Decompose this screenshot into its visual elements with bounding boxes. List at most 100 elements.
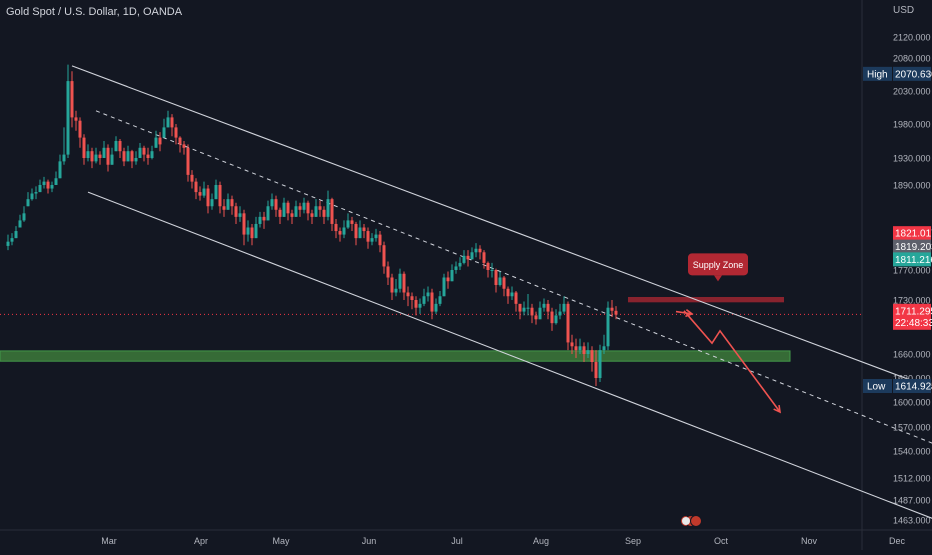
candle-body[interactable] <box>266 206 270 221</box>
candle-body[interactable] <box>94 154 98 162</box>
event-flag-icon[interactable] <box>682 517 690 525</box>
candle-body[interactable] <box>482 252 486 263</box>
candle-body[interactable] <box>330 199 334 224</box>
candle-body[interactable] <box>286 202 290 214</box>
candle-body[interactable] <box>434 303 438 312</box>
candle-body[interactable] <box>582 346 586 354</box>
candle-body[interactable] <box>414 300 418 308</box>
candle-body[interactable] <box>230 199 234 207</box>
event-marker-icon[interactable] <box>690 515 702 527</box>
candle-body[interactable] <box>194 181 198 193</box>
candle-body[interactable] <box>586 350 590 354</box>
candle-body[interactable] <box>178 137 182 145</box>
candle-body[interactable] <box>162 127 166 138</box>
candle-body[interactable] <box>174 127 178 138</box>
candle-body[interactable] <box>198 192 202 196</box>
candle-body[interactable] <box>282 202 286 217</box>
candle-body[interactable] <box>370 238 374 242</box>
candle-body[interactable] <box>510 292 514 297</box>
candle-body[interactable] <box>242 213 246 235</box>
candle-body[interactable] <box>90 151 94 162</box>
candle-body[interactable] <box>154 137 158 148</box>
candle-body[interactable] <box>374 234 378 239</box>
candle-body[interactable] <box>354 223 358 239</box>
candle-body[interactable] <box>538 307 542 320</box>
candle-body[interactable] <box>514 292 518 304</box>
candle-body[interactable] <box>182 144 186 148</box>
candle-body[interactable] <box>362 227 366 232</box>
candle-body[interactable] <box>6 241 10 246</box>
candle-body[interactable] <box>478 248 482 253</box>
candle-body[interactable] <box>10 238 14 242</box>
candle-body[interactable] <box>398 273 402 289</box>
candle-body[interactable] <box>590 350 594 362</box>
candle-body[interactable] <box>346 220 350 228</box>
candle-body[interactable] <box>430 292 434 312</box>
candle-body[interactable] <box>446 277 450 282</box>
candle-body[interactable] <box>350 220 354 224</box>
candle-body[interactable] <box>418 303 422 308</box>
candle-body[interactable] <box>546 303 550 312</box>
candle-body[interactable] <box>166 117 170 128</box>
candle-body[interactable] <box>578 346 582 351</box>
candle-body[interactable] <box>138 147 142 158</box>
candle-body[interactable] <box>42 181 46 185</box>
candle-body[interactable] <box>298 206 302 210</box>
candle-body[interactable] <box>394 288 398 293</box>
candle-body[interactable] <box>410 296 414 300</box>
candle-body[interactable] <box>34 192 38 194</box>
candle-body[interactable] <box>526 307 530 309</box>
candle-body[interactable] <box>438 296 442 304</box>
candle-body[interactable] <box>486 262 490 270</box>
candle-body[interactable] <box>246 227 250 235</box>
candle-body[interactable] <box>106 147 110 165</box>
candle-body[interactable] <box>66 81 70 155</box>
candle-body[interactable] <box>74 117 78 121</box>
candle-body[interactable] <box>462 255 466 263</box>
candle-body[interactable] <box>598 350 602 378</box>
candle-body[interactable] <box>62 154 66 162</box>
candle-body[interactable] <box>402 273 406 293</box>
candle-body[interactable] <box>190 174 194 182</box>
candle-body[interactable] <box>114 141 118 152</box>
candle-body[interactable] <box>494 270 498 285</box>
candle-body[interactable] <box>342 227 346 235</box>
candle-body[interactable] <box>570 342 574 347</box>
candle-body[interactable] <box>142 147 146 155</box>
candle-body[interactable] <box>250 227 254 239</box>
candle-body[interactable] <box>214 185 218 200</box>
candle-body[interactable] <box>554 315 558 324</box>
candle-body[interactable] <box>474 248 478 253</box>
candle-body[interactable] <box>58 161 62 179</box>
candle-body[interactable] <box>594 362 598 378</box>
candle-body[interactable] <box>450 270 454 282</box>
candle-body[interactable] <box>318 206 322 210</box>
candle-body[interactable] <box>606 307 610 347</box>
candle-body[interactable] <box>458 262 462 267</box>
candle-body[interactable] <box>46 181 50 189</box>
candle-body[interactable] <box>186 147 190 175</box>
candle-body[interactable] <box>130 151 134 162</box>
candle-body[interactable] <box>262 216 266 221</box>
candle-body[interactable] <box>38 185 42 193</box>
candle-body[interactable] <box>22 213 26 221</box>
candle-body[interactable] <box>258 216 262 224</box>
candle-body[interactable] <box>534 315 538 320</box>
candle-body[interactable] <box>206 188 210 207</box>
candle-body[interactable] <box>366 231 370 242</box>
price-axis[interactable]: 2120.000 2080.000 2030.000 1980.000 1930.000… <box>893 33 931 526</box>
candle-body[interactable] <box>146 154 150 158</box>
candle-body[interactable] <box>466 255 470 260</box>
candle-body[interactable] <box>454 266 458 270</box>
candle-body[interactable] <box>506 288 510 297</box>
candle-body[interactable] <box>378 234 382 246</box>
candle-body[interactable] <box>442 277 446 297</box>
candle-body[interactable] <box>558 311 562 316</box>
time-axis[interactable]: Mar Apr May Jun Jul Aug Sep Oct Nov Dec <box>101 515 905 547</box>
candle-body[interactable] <box>110 154 114 165</box>
candle-body[interactable] <box>310 213 314 217</box>
candle-body[interactable] <box>390 277 394 293</box>
candle-body[interactable] <box>70 81 74 118</box>
candle-body[interactable] <box>274 199 278 210</box>
